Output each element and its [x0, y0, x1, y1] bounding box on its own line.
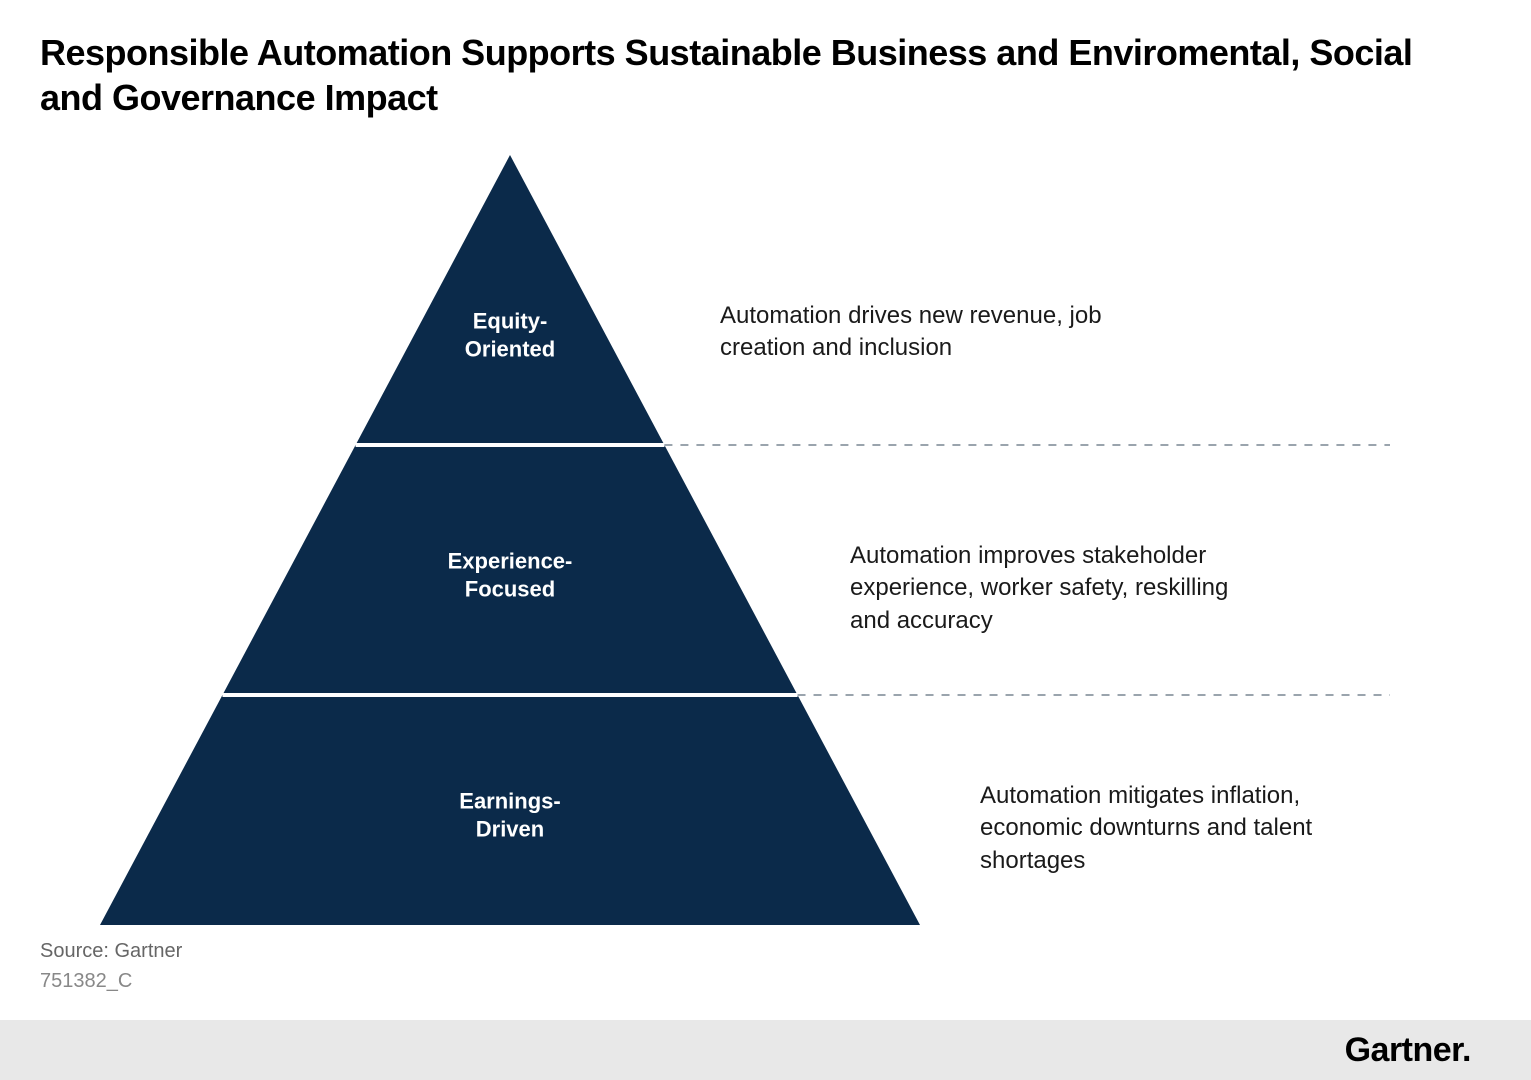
brand-suffix: . — [1462, 1031, 1471, 1069]
tier-label-experience-focused: Experience- Focused — [448, 548, 573, 603]
tier-label-earnings-driven: Earnings- Driven — [459, 788, 560, 843]
brand-logo: Gartner. — [1345, 1031, 1471, 1070]
tier-description-experience-focused: Automation improves stakeholder experien… — [850, 540, 1270, 637]
footer-bar — [0, 1020, 1531, 1080]
chart-title: Responsible Automation Supports Sustaina… — [40, 30, 1471, 120]
tier-description-earnings-driven: Automation mitigates inflation, economic… — [980, 780, 1400, 877]
source-text: Source: Gartner — [40, 940, 182, 963]
brand-name: Gartner — [1345, 1031, 1462, 1069]
pyramid-diagram: Equity- Oriented Experience- Focused Earni… — [40, 155, 1471, 935]
reference-code: 751382_C — [40, 970, 132, 993]
tier-label-equity-oriented: Equity- Oriented — [465, 308, 555, 363]
tier-description-equity-oriented: Automation drives new revenue, job creat… — [720, 300, 1140, 365]
